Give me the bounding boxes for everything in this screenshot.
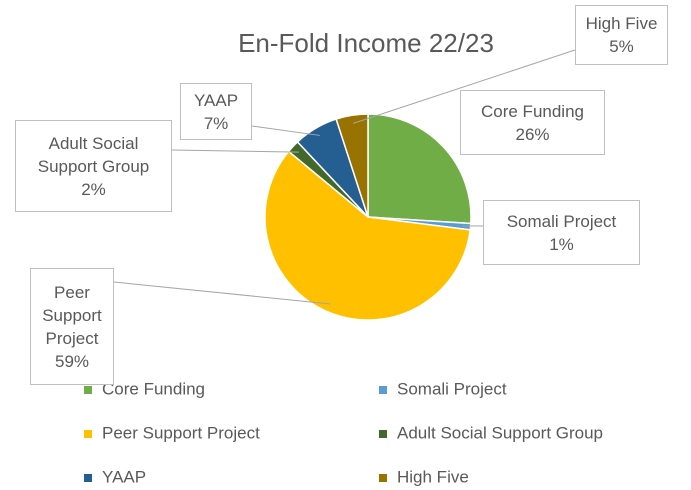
leader-line bbox=[353, 49, 576, 124]
data-label-value: 26% bbox=[515, 124, 550, 144]
legend-swatch bbox=[84, 430, 92, 438]
data-label: YAAP 7% bbox=[180, 83, 252, 140]
legend-label: High Five bbox=[397, 467, 469, 486]
legend-swatch bbox=[379, 386, 387, 394]
data-label: Peer Support Project 59% bbox=[30, 268, 114, 385]
data-label-category: Adult Social Support Group bbox=[37, 133, 150, 176]
chart-title: En-Fold Income 22/23 bbox=[238, 28, 494, 58]
data-label-value: 59% bbox=[54, 351, 90, 371]
leader-line bbox=[113, 281, 331, 305]
data-label-category: Somali Project bbox=[506, 211, 617, 231]
pie-slice bbox=[264, 150, 472, 321]
data-label-category: Peer Support Project bbox=[42, 282, 102, 348]
pie-slice bbox=[367, 113, 472, 225]
legend-swatch bbox=[379, 430, 387, 438]
legend-label: Somali Project bbox=[397, 379, 507, 398]
data-label-value: 1% bbox=[549, 234, 574, 254]
legend-swatch bbox=[379, 474, 387, 482]
legend-label: Core Funding bbox=[102, 379, 205, 398]
pie-slice bbox=[335, 113, 369, 218]
data-label-value: 7% bbox=[203, 113, 229, 133]
legend-label: YAAP bbox=[102, 467, 146, 486]
legend-swatch bbox=[84, 474, 92, 482]
data-label-category: Core Funding bbox=[480, 101, 584, 121]
legend-label: Adult Social Support Group bbox=[397, 423, 603, 442]
legend-label: Peer Support Project bbox=[102, 423, 260, 442]
data-label-category: YAAP bbox=[193, 90, 239, 110]
data-label-value: 5% bbox=[609, 37, 634, 56]
data-label: Core Funding 26% bbox=[460, 90, 605, 155]
data-label-value: 2% bbox=[81, 179, 106, 199]
leader-line bbox=[171, 149, 299, 153]
data-label: Adult Social Support Group 2% bbox=[15, 120, 172, 212]
data-label: High Five 5% bbox=[575, 5, 668, 65]
data-label-category: High Five bbox=[585, 14, 658, 33]
data-label: Somali Project 1% bbox=[483, 200, 640, 265]
legend-swatch bbox=[84, 386, 92, 394]
leader-line bbox=[251, 125, 320, 136]
